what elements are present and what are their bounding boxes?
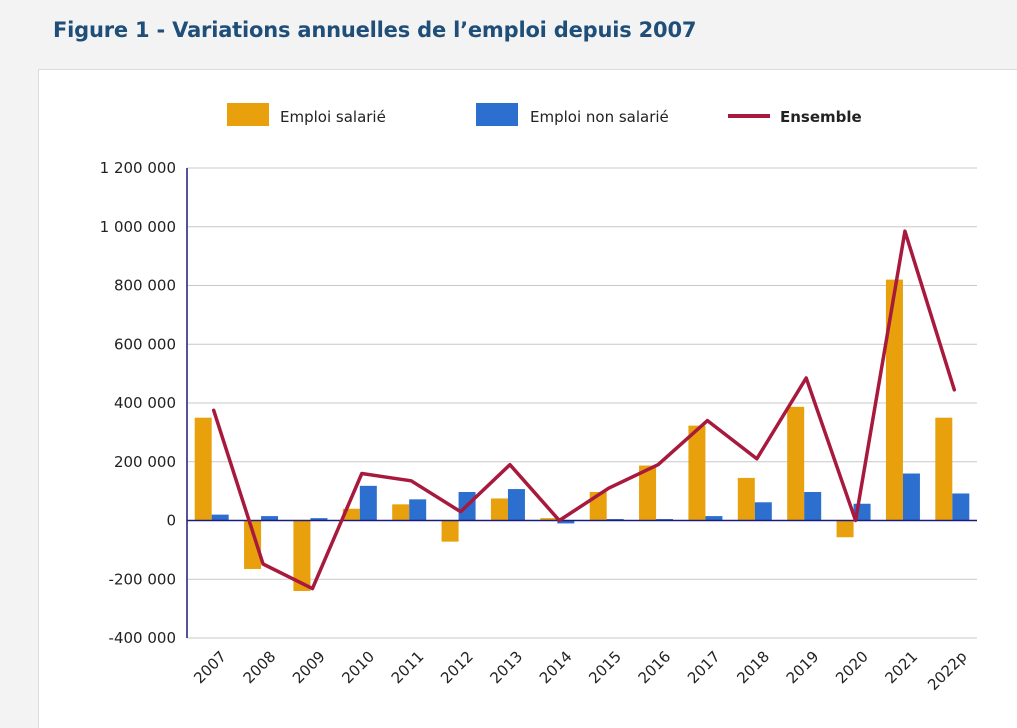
bars <box>194 279 970 591</box>
bar-emploi-salarie-2021 <box>885 279 903 521</box>
y-tick-label: 600 000 <box>114 335 176 353</box>
bar-emploi-salarie-2017 <box>688 425 706 521</box>
x-tick-label: 2011 <box>388 648 428 688</box>
legend-swatch-emploi-non-salarie <box>476 103 518 126</box>
bar-emploi-non-salarie-2008 <box>261 516 279 521</box>
y-tick-label: -400 000 <box>109 629 176 647</box>
bar-emploi-salarie-2013 <box>490 498 508 521</box>
bar-emploi-salarie-2010 <box>342 508 360 521</box>
axes <box>186 168 977 638</box>
bar-emploi-non-salarie-2019 <box>804 492 822 521</box>
x-tick-label: 2008 <box>240 648 280 688</box>
x-tick-label: 2015 <box>585 648 625 688</box>
bar-emploi-salarie-2018 <box>737 477 755 521</box>
legend-swatch-emploi-salarie <box>227 103 269 126</box>
y-tick-label: 800 000 <box>114 277 176 295</box>
bar-emploi-non-salarie-2017 <box>705 516 723 521</box>
y-tick-label: 400 000 <box>114 394 176 412</box>
bar-emploi-non-salarie-2022p <box>952 493 970 521</box>
x-tick-label: 2018 <box>733 648 773 688</box>
bar-emploi-non-salarie-2010 <box>359 485 377 521</box>
y-tick-label: -200 000 <box>109 570 176 588</box>
bar-emploi-salarie-2007 <box>194 417 212 521</box>
bar-emploi-salarie-2008 <box>244 520 262 569</box>
x-tick-label: 2016 <box>635 648 675 688</box>
x-axis-tick-labels: 2007 2008 2009 2010 2011 2012 2013 2014 2015 2016… <box>190 648 970 694</box>
ensemble-line <box>211 229 957 591</box>
bar-emploi-salarie-2014 <box>540 518 558 521</box>
x-tick-label: 2020 <box>832 648 872 688</box>
bar-emploi-non-salarie-2014 <box>557 520 575 524</box>
legend-label-ensemble: Ensemble <box>780 108 862 126</box>
x-tick-label: 2009 <box>289 648 329 688</box>
bar-emploi-salarie-2019 <box>787 406 805 521</box>
bar-emploi-salarie-2016 <box>639 465 657 521</box>
legend-label-emploi-non-salarie: Emploi non salarié <box>530 108 669 126</box>
y-tick-label: 0 <box>166 512 176 530</box>
x-tick-label: 2010 <box>338 648 378 688</box>
gridlines <box>187 167 977 639</box>
bar-emploi-salarie-2009 <box>293 520 311 591</box>
bar-emploi-salarie-2022p <box>935 417 953 521</box>
x-tick-label: 2007 <box>190 648 230 688</box>
x-tick-label: 2013 <box>486 648 526 688</box>
x-tick-label: 2019 <box>783 648 823 688</box>
y-tick-label: 200 000 <box>114 453 176 471</box>
x-tick-label: 2012 <box>437 648 477 688</box>
y-tick-label: 1 200 000 <box>100 159 176 177</box>
bar-emploi-salarie-2012 <box>441 520 459 542</box>
chart-svg: Emploi salarié Emploi non salarié Ensemb… <box>100 103 977 694</box>
bar-emploi-non-salarie-2007 <box>211 514 229 521</box>
x-tick-label: 2017 <box>684 648 724 688</box>
chart-card: Emploi salarié Emploi non salarié Ensemb… <box>38 69 1017 728</box>
ensemble-line-layer <box>211 229 957 591</box>
legend: Emploi salarié Emploi non salarié Ensemb… <box>227 103 862 126</box>
bar-emploi-non-salarie-2021 <box>902 473 920 521</box>
x-tick-label: 2014 <box>536 648 576 688</box>
bar-emploi-non-salarie-2011 <box>409 499 427 521</box>
bar-emploi-non-salarie-2013 <box>507 489 525 521</box>
x-tick-label: 2021 <box>881 648 921 688</box>
y-tick-label: 1 000 000 <box>100 218 176 236</box>
x-tick-label: 2022p <box>924 648 970 694</box>
bar-emploi-non-salarie-2009 <box>310 518 328 521</box>
y-axis-tick-labels: 1 200 000 1 000 000 800 000 600 000 400 000 2… <box>100 159 176 647</box>
bar-emploi-salarie-2020 <box>836 520 854 538</box>
bar-emploi-salarie-2011 <box>392 504 410 521</box>
legend-label-emploi-salarie: Emploi salarié <box>280 108 386 126</box>
figure-title: Figure 1 - Variations annuelles de l’emp… <box>53 18 697 42</box>
bar-emploi-non-salarie-2018 <box>754 502 772 521</box>
